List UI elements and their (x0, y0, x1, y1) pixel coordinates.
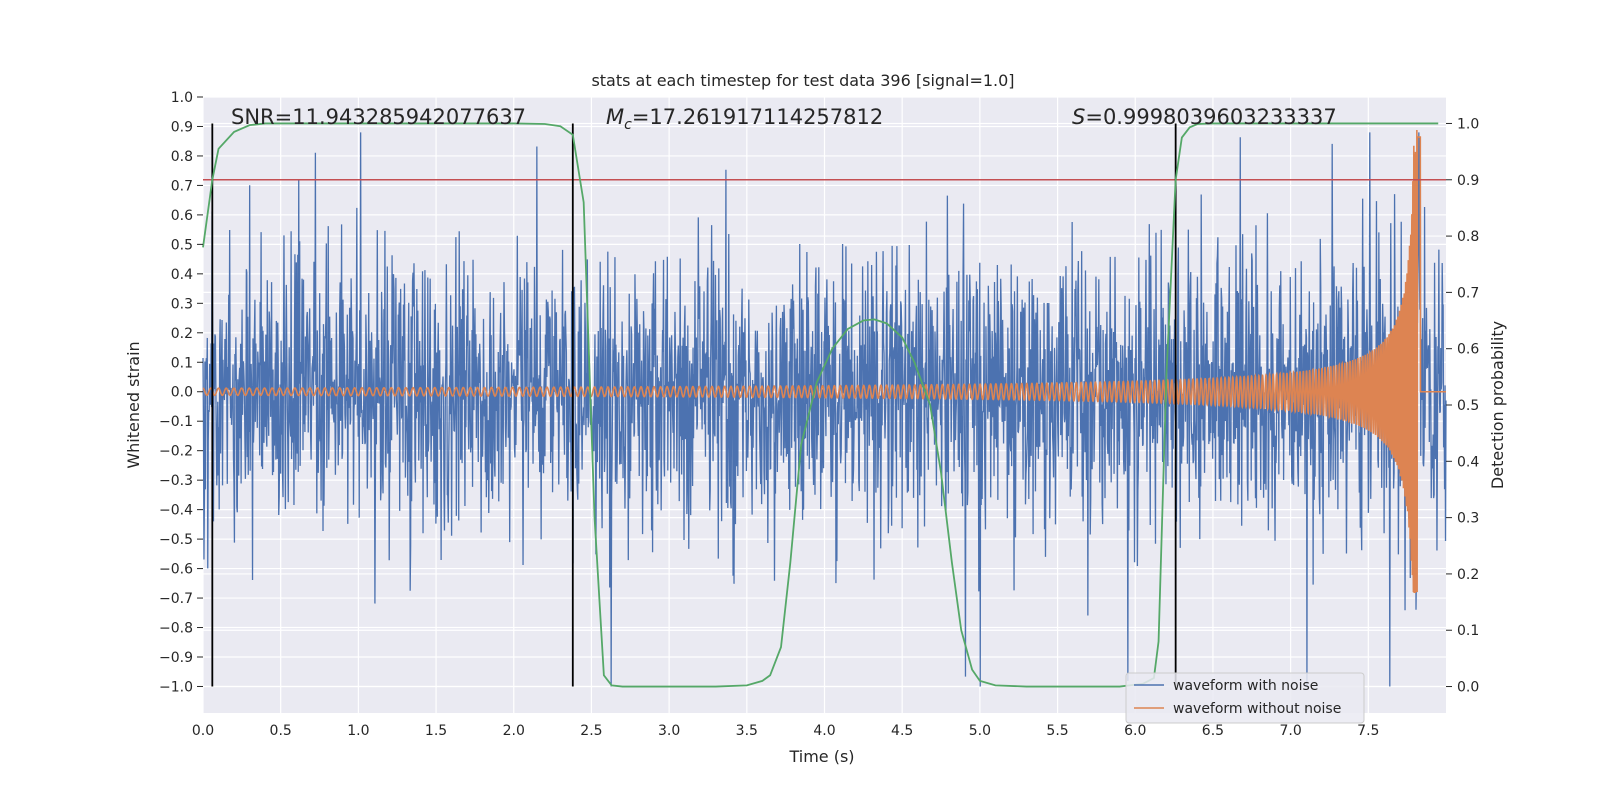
x-tick-label: 3.5 (736, 723, 758, 739)
y-tick-label: −0.8 (159, 621, 193, 637)
x-tick-label: 0.5 (270, 723, 292, 739)
y-tick-label: −0.2 (159, 444, 193, 460)
y2-tick-label: 0.6 (1457, 342, 1479, 358)
series-line-waveform-without-noise (202, 130, 1446, 593)
y-tick-label: −0.4 (159, 503, 193, 519)
y-tick-label: −0.9 (159, 650, 193, 666)
y-tick-label: −1.0 (159, 679, 193, 695)
y2-tick-label: 0.9 (1457, 173, 1479, 189)
legend-label-waveform-without-noise: waveform without noise (1173, 701, 1341, 717)
legend-label-waveform-with-noise: waveform with noise (1173, 678, 1318, 694)
y-tick-label: −0.1 (159, 414, 193, 430)
x-tick-label: 5.5 (1046, 723, 1068, 739)
significance-value: =0.9998039603233337 (1085, 105, 1336, 129)
y-tick-label: 0.3 (171, 296, 193, 312)
chirp-mass-symbol: M (606, 105, 624, 129)
series-line-detection-probability (202, 122, 1439, 688)
x-tick-label: 4.0 (813, 723, 835, 739)
chirp-mass-value: =17.261917114257812 (632, 105, 883, 129)
x-tick-label: 2.0 (503, 723, 525, 739)
significance-symbol: S (1072, 105, 1085, 129)
y-tick-label: 0.4 (171, 267, 193, 283)
y-tick-label: 0.1 (171, 355, 193, 371)
y2-tick-label: 0.2 (1457, 567, 1479, 583)
snr-annotation: SNR=11.943285942077637 (231, 105, 526, 129)
x-tick-label: 6.5 (1202, 723, 1224, 739)
y2-axis-ticks: 0.0 0.1 0.2 0.3 0.4 0.5 0.6 0.7 0.8 0.9 1.0 (1446, 116, 1479, 696)
x-tick-label: 7.0 (1279, 723, 1301, 739)
annotations: SNR=11.943285942077637 Mc=17.26191711425… (231, 105, 1337, 133)
x-tick-label: 0.0 (192, 723, 214, 739)
y2-tick-label: 0.8 (1457, 229, 1479, 245)
y-axis-ticks: −1.0 −0.9 −0.8 −0.7 −0.6 −0.5 −0.4 −0.3 −0.2 −0.1… (159, 90, 203, 695)
y-tick-label: 0.7 (171, 178, 193, 194)
chirp-mass-subscript: c (624, 117, 632, 133)
y2-tick-label: 0.5 (1457, 398, 1479, 414)
y2-tick-label: 0.4 (1457, 454, 1479, 470)
x-tick-label: 6.0 (1124, 723, 1146, 739)
x-axis-label: Time (s) (788, 747, 854, 766)
y2-tick-label: 0.1 (1457, 623, 1479, 639)
chart-title: stats at each timestep for test data 396… (591, 71, 1014, 90)
y2-tick-label: 0.7 (1457, 285, 1479, 301)
x-tick-label: 1.5 (425, 723, 447, 739)
y-axis-label: Whitened strain (124, 341, 143, 468)
x-tick-label: 3.0 (658, 723, 680, 739)
y-tick-label: 0.5 (171, 237, 193, 253)
significance-annotation: S=0.9998039603233337 (1072, 105, 1337, 129)
y2-tick-label: 0.0 (1457, 680, 1479, 696)
chirp-mass-annotation: Mc=17.261917114257812 (606, 105, 883, 133)
x-axis-ticks: 0.0 0.5 1.0 1.5 2.0 2.5 3.0 3.5 4.0 4.5 5.0 5.5 6.0 6… (192, 723, 1380, 739)
y-tick-label: −0.5 (159, 532, 193, 548)
y2-tick-label: 1.0 (1457, 116, 1479, 132)
x-tick-label: 4.5 (891, 723, 913, 739)
y-tick-label: 0.0 (171, 385, 193, 401)
y-tick-label: 0.2 (171, 326, 193, 342)
x-tick-label: 5.0 (969, 723, 991, 739)
legend-box (1125, 672, 1365, 724)
series-line-waveform-with-noise (202, 132, 1447, 687)
y-tick-label: 0.6 (171, 208, 193, 224)
y-tick-label: −0.3 (159, 473, 193, 489)
x-tick-label: 7.5 (1357, 723, 1379, 739)
y-tick-label: 0.9 (171, 119, 193, 135)
y2-tick-label: 0.3 (1457, 511, 1479, 527)
event-markers (211, 123, 1177, 687)
x-tick-label: 2.5 (580, 723, 602, 739)
x-tick-label: 1.0 (347, 723, 369, 739)
y-tick-label: −0.6 (159, 562, 193, 578)
y2-axis-label: Detection probability (1488, 321, 1507, 489)
y-tick-label: 1.0 (171, 90, 193, 106)
y-tick-label: −0.7 (159, 591, 193, 607)
legend: waveform with noise waveform without noi… (1125, 672, 1365, 724)
y-tick-label: 0.8 (171, 149, 193, 165)
